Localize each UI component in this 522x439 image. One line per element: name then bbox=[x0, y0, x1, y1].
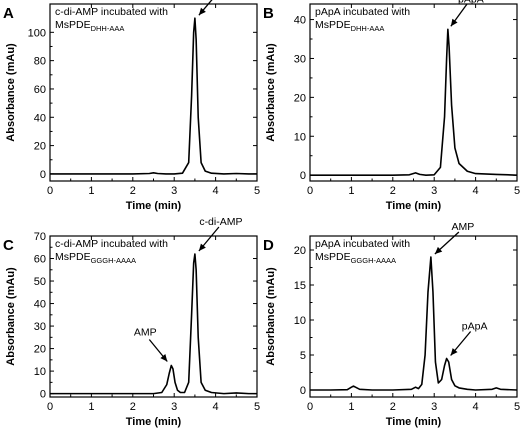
peak-label: pApA bbox=[458, 0, 484, 5]
x-axis-title: Time (min) bbox=[386, 200, 442, 212]
panel-letter: C bbox=[3, 237, 14, 254]
peak-arrowhead bbox=[450, 348, 458, 356]
y-tick-label: 40 bbox=[34, 112, 46, 124]
peak-label: AMP bbox=[134, 326, 157, 338]
x-tick-label: 1 bbox=[88, 401, 94, 413]
x-tick-label: 2 bbox=[390, 401, 396, 413]
panel-letter: A bbox=[3, 5, 14, 22]
panel-letter: B bbox=[263, 5, 274, 22]
x-tick-label: 5 bbox=[514, 185, 520, 197]
y-tick-label: 40 bbox=[294, 15, 306, 27]
y-tick-label: 70 bbox=[34, 231, 46, 243]
x-tick-label: 2 bbox=[390, 185, 396, 197]
x-tick-label: 1 bbox=[88, 185, 94, 197]
enzyme-name: MsPDE bbox=[315, 251, 351, 263]
x-tick-label: 3 bbox=[431, 185, 437, 197]
x-tick-label: 5 bbox=[254, 401, 260, 413]
x-tick-label: 5 bbox=[514, 401, 520, 413]
y-tick-label: 0 bbox=[300, 170, 306, 182]
caption-line-1: c-di-AMP incubated with bbox=[55, 6, 168, 18]
peak-arrowhead bbox=[450, 18, 458, 27]
caption-line-1: pApA incubated with bbox=[315, 238, 410, 250]
panel-letter: D bbox=[263, 237, 274, 254]
chromatogram-trace bbox=[50, 253, 257, 395]
y-tick-label: 60 bbox=[34, 254, 46, 266]
y-tick-label: 20 bbox=[294, 245, 306, 257]
y-tick-label: 0 bbox=[40, 389, 46, 401]
y-tick-label: 10 bbox=[294, 131, 306, 143]
y-tick-label: 50 bbox=[34, 276, 46, 288]
y-tick-label: 5 bbox=[300, 350, 306, 362]
caption-line-2: MsPDEDHH-AAA bbox=[55, 19, 124, 33]
x-tick-label: 4 bbox=[473, 185, 479, 197]
enzyme-name: MsPDE bbox=[55, 251, 91, 263]
x-axis-title: Time (min) bbox=[386, 416, 442, 428]
y-tick-label: 10 bbox=[34, 366, 46, 378]
y-tick-label: 40 bbox=[34, 299, 46, 311]
peak-arrowhead bbox=[434, 246, 443, 254]
y-tick-label: 30 bbox=[294, 53, 306, 65]
panel-a: A 0 1 2 3 4 5 0 20 40 60 80 100 Time (min) Absorbance … bbox=[3, 0, 260, 212]
caption-line-2: MsPDEGGGH-AAAA bbox=[55, 251, 136, 265]
x-tick-label: 5 bbox=[254, 185, 260, 197]
y-axis-title: Absorbance (mAu) bbox=[5, 267, 17, 366]
enzyme-mutant-subscript: GGGH-AAAA bbox=[351, 256, 396, 265]
y-tick-label: 0 bbox=[300, 385, 306, 397]
peak-label: pApA bbox=[462, 321, 488, 333]
y-tick-label: 80 bbox=[34, 56, 46, 68]
y-tick-label: 60 bbox=[34, 84, 46, 96]
y-tick-label: 20 bbox=[294, 92, 306, 104]
chromatogram-trace bbox=[50, 17, 257, 175]
x-tick-label: 1 bbox=[348, 401, 354, 413]
x-tick-label: 0 bbox=[307, 401, 313, 413]
x-tick-label: 2 bbox=[130, 401, 136, 413]
enzyme-mutant-subscript: DHH-AAA bbox=[351, 24, 385, 33]
caption-line-1: pApA incubated with bbox=[315, 6, 410, 18]
enzyme-name: MsPDE bbox=[315, 19, 351, 31]
enzyme-mutant-subscript: GGGH-AAAA bbox=[91, 256, 136, 265]
enzyme-mutant-subscript: DHH-AAA bbox=[91, 24, 125, 33]
y-axis-title: Absorbance (mAu) bbox=[265, 267, 277, 366]
y-tick-label: 30 bbox=[34, 321, 46, 333]
peak-label: c-di-AMP bbox=[199, 216, 242, 228]
chromatogram-trace bbox=[310, 256, 518, 391]
x-tick-label: 3 bbox=[171, 401, 177, 413]
x-tick-label: 4 bbox=[213, 185, 219, 197]
x-tick-label: 0 bbox=[47, 401, 53, 413]
x-tick-label: 3 bbox=[431, 401, 437, 413]
chromatogram-trace bbox=[310, 28, 518, 176]
caption-line-2: MsPDEGGGH-AAAA bbox=[315, 251, 396, 265]
x-tick-label: 0 bbox=[47, 185, 53, 197]
x-tick-label: 2 bbox=[130, 185, 136, 197]
caption-line-1: c-di-AMP incubated with bbox=[55, 238, 168, 250]
caption-line-2: MsPDEDHH-AAA bbox=[315, 19, 384, 33]
peak-arrowhead bbox=[198, 243, 206, 252]
x-tick-label: 0 bbox=[307, 185, 313, 197]
x-tick-label: 4 bbox=[473, 401, 479, 413]
peak-label: AMP bbox=[452, 221, 475, 233]
x-axis-title: Time (min) bbox=[126, 416, 182, 428]
y-tick-label: 0 bbox=[40, 169, 46, 181]
x-tick-label: 1 bbox=[348, 185, 354, 197]
enzyme-name: MsPDE bbox=[55, 19, 91, 31]
x-tick-label: 3 bbox=[171, 185, 177, 197]
y-tick-label: 20 bbox=[34, 141, 46, 153]
y-axis-title: Absorbance (mAu) bbox=[5, 43, 17, 142]
x-axis-title: Time (min) bbox=[126, 200, 182, 212]
y-tick-label: 10 bbox=[294, 315, 306, 327]
x-tick-label: 4 bbox=[213, 401, 219, 413]
peak-arrowhead bbox=[198, 7, 206, 16]
y-axis-title: Absorbance (mAu) bbox=[265, 43, 277, 142]
y-tick-label: 15 bbox=[294, 280, 306, 292]
y-tick-label: 20 bbox=[34, 344, 46, 356]
panel-d: D 0 1 2 3 4 5 0 5 10 15 20 Time (min) Absorbance (mAu… bbox=[263, 221, 520, 428]
peak-arrowhead bbox=[160, 354, 168, 362]
y-tick-label: 100 bbox=[28, 27, 46, 39]
panel-b: B 0 1 2 3 4 5 0 10 20 30 40 Time (min) Absorbance (mA… bbox=[263, 0, 520, 212]
